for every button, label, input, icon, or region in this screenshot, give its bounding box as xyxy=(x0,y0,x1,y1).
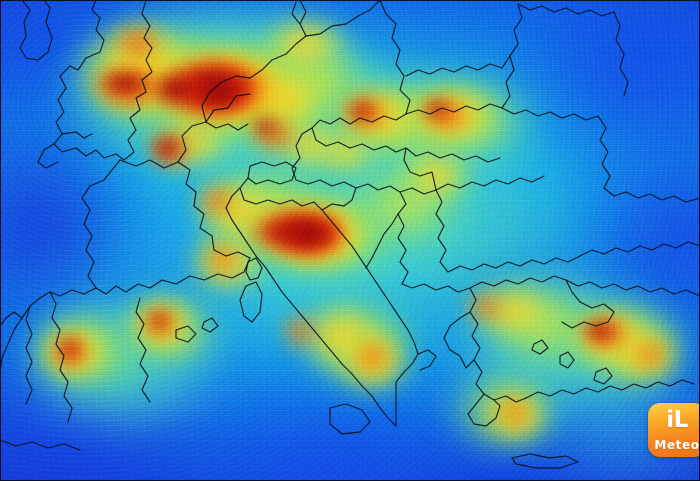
hotspot-frankfurt xyxy=(252,118,278,136)
hotspot-barcelona xyxy=(148,312,170,330)
ilmeteo-logo-wordmark: Meteo xyxy=(654,438,700,452)
hotspot-prague xyxy=(348,102,376,120)
hotspot-london xyxy=(96,70,154,96)
hotspot-paris xyxy=(152,136,182,160)
hotspot-madrid xyxy=(58,338,82,360)
hotspot-istanbul xyxy=(582,320,618,342)
ilmeteo-logo-mark: iL xyxy=(666,407,688,433)
hotspot-po-valley-b xyxy=(276,216,342,252)
hotspot-rhine xyxy=(150,72,200,106)
ilmeteo-logo[interactable]: iL Meteo xyxy=(648,403,700,457)
